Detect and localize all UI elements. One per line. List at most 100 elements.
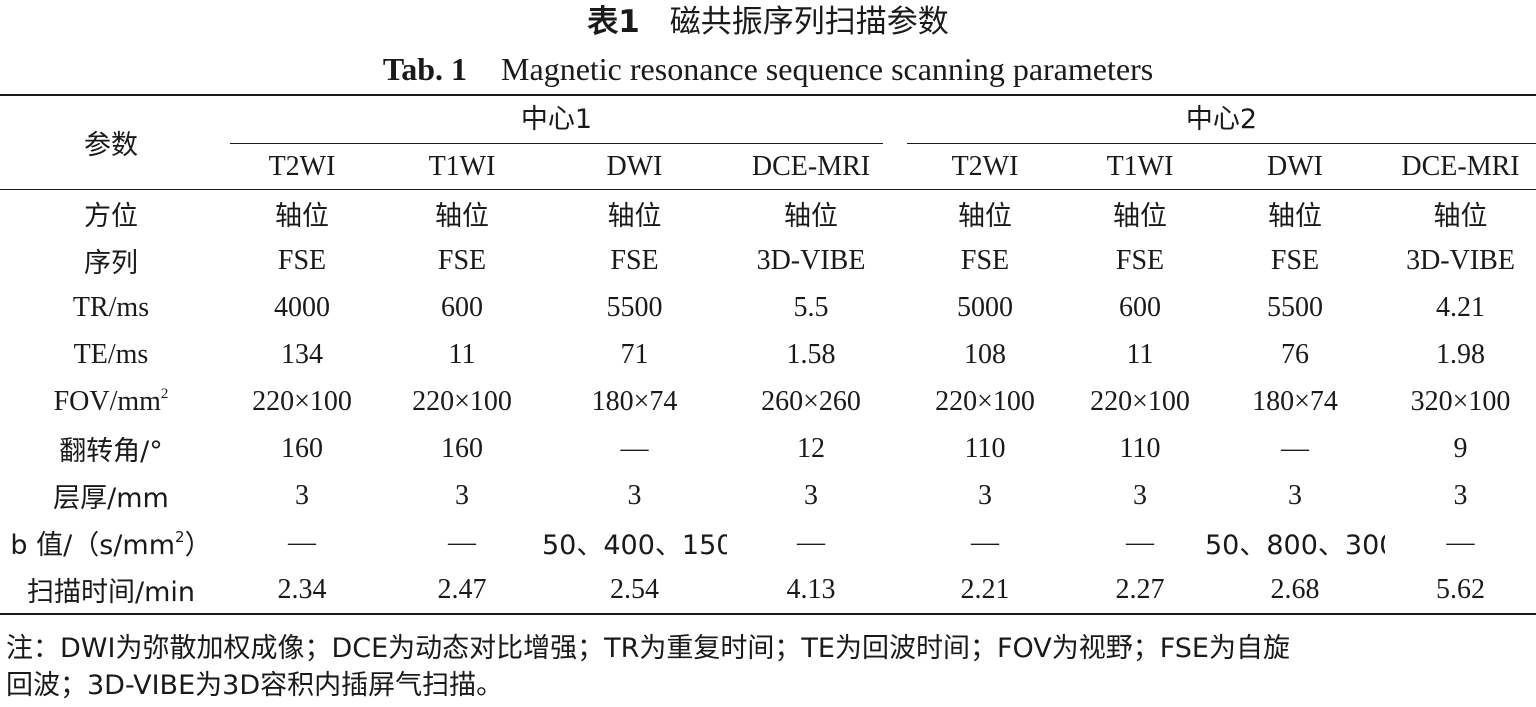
table-title-chinese-text: 磁共振序列扫描参数 (669, 4, 949, 40)
table-cell: FSE (610, 244, 659, 276)
group-header-center-2-label: 中心2 (907, 97, 1536, 144)
table-cell: 71 (620, 338, 649, 370)
table-cell: 轴位 (1113, 201, 1167, 232)
row-label-superscript: 2 (160, 385, 169, 402)
table-cell: 220×100 (1090, 385, 1190, 417)
table-cell: 4.13 (727, 566, 895, 615)
table-cell: 220×100 (252, 385, 352, 417)
table-cell: FSE (277, 244, 327, 276)
row-label: 层厚/mm (53, 483, 169, 514)
table-row: 翻转角/° 160 160 — 12 110 110 — 9 (0, 425, 1536, 472)
table-cell: — (1126, 526, 1154, 558)
row-label-text: FOV/mm (53, 385, 161, 417)
table-cell: 3 (1133, 479, 1147, 511)
table-cell: 160 (441, 432, 483, 464)
table-cell: 110 (1119, 432, 1161, 464)
table-cell: 12 (797, 432, 825, 464)
header-row-groups: 参数 中心1 中心2 (0, 94, 1536, 190)
table-cell: 轴位 (1433, 201, 1488, 232)
column-header: DCE-MRI (727, 144, 895, 190)
column-header: T2WI (222, 144, 382, 190)
row-label-suffix: ） (184, 530, 212, 561)
table-cell: 2.21 (895, 566, 1075, 615)
table-cell: 260×260 (761, 385, 861, 417)
table-row: FOV/mm2 220×100 220×100 180×74 260×260 2… (0, 378, 1536, 425)
table-cell: 600 (441, 291, 483, 323)
column-header: T1WI (382, 144, 542, 190)
table-cell: 76 (1281, 338, 1309, 370)
table-number-chinese: 表1 (587, 4, 640, 40)
table-cell: 4.21 (1436, 291, 1485, 323)
table-row: 序列 FSE FSE FSE 3D-VIBE FSE FSE FSE 3D-VI… (0, 237, 1536, 284)
table-cell: — (971, 526, 999, 558)
table-cell: 134 (281, 338, 323, 370)
table-cell: 轴位 (1268, 201, 1322, 232)
column-header: DWI (542, 144, 727, 190)
table-cell: 4000 (274, 291, 330, 323)
table-cell: 50、800、3000 (1205, 530, 1385, 561)
table-cell: FSE (437, 244, 487, 276)
group-header-center-1: 中心1 (222, 94, 895, 144)
table-cell: 3 (1453, 479, 1468, 511)
row-label: FOV/mm2 (0, 378, 222, 425)
table-cell: 5.5 (793, 291, 829, 323)
table-title-english-text: Magnetic resonance sequence scanning par… (501, 51, 1154, 87)
table-note-line-2: 回波；3D-VIBE为3D容积内插屏气扫描。 (6, 670, 504, 701)
table-row: 层厚/mm 3 3 3 3 3 3 3 3 (0, 472, 1536, 519)
row-label: 方位 (84, 201, 138, 232)
table-row: 方位 轴位 轴位 轴位 轴位 轴位 轴位 轴位 轴位 (0, 190, 1536, 238)
table-cell: — (1446, 526, 1475, 558)
row-label: b 值/（s/mm2） (0, 519, 222, 566)
table-cell: 160 (281, 432, 323, 464)
table-cell: 3 (627, 479, 642, 511)
table-cell: — (797, 526, 825, 558)
table-cell: 5500 (606, 291, 663, 323)
table-row: b 值/（s/mm2） — — 50、400、1500 — — — 50、800… (0, 519, 1536, 566)
table-cell: 3 (295, 479, 309, 511)
row-label: TR/ms (72, 291, 150, 323)
table-cell: 1.98 (1436, 338, 1485, 370)
table-cell: 11 (448, 338, 476, 370)
table-cell: — (620, 432, 649, 464)
table-cell: 3D-VIBE (1406, 244, 1515, 276)
table-cell: 轴位 (275, 201, 329, 232)
table-cell: 轴位 (958, 201, 1012, 232)
column-header: T2WI (895, 144, 1075, 190)
table-cell: 轴位 (784, 201, 838, 232)
table-cell: 轴位 (435, 201, 489, 232)
table-note-line-1: 注：DWI为弥散加权成像；DCE为动态对比增强；TR为重复时间；TE为回波时间；… (6, 633, 1290, 664)
table-row: TE/ms 134 11 71 1.58 108 11 76 1.98 (0, 331, 1536, 378)
table-cell: 2.47 (382, 566, 542, 615)
table-cell: 180×74 (1252, 385, 1338, 417)
table-cell: 600 (1119, 291, 1161, 323)
table-cell: 180×74 (591, 385, 678, 417)
table-cell: 3 (978, 479, 992, 511)
table-cell: 5000 (957, 291, 1013, 323)
row-label-superscript: 2 (175, 528, 185, 546)
table-cell: 110 (964, 432, 1006, 464)
table-cell: — (1281, 432, 1309, 464)
row-label: 序列 (84, 248, 138, 279)
header-row-columns: T2WI T1WI DWI DCE-MRI T2WI T1WI DWI DCE-… (0, 144, 1536, 190)
table-cell: 3D-VIBE (756, 244, 866, 276)
row-label: TE/ms (73, 338, 149, 370)
table-cell: 5.62 (1385, 566, 1536, 615)
table-cell: 220×100 (412, 385, 512, 417)
table-cell: 220×100 (935, 385, 1035, 417)
table-cell: 320×100 (1410, 385, 1511, 417)
parameters-table: 参数 中心1 中心2 T2WI T1WI DWI DCE-MRI T2WI T1… (0, 94, 1536, 615)
group-header-center-1-label: 中心1 (230, 97, 883, 144)
table-cell: 5500 (1267, 291, 1323, 323)
param-header: 参数 (0, 94, 222, 190)
table-title-english: Tab. 1 Magnetic resonance sequence scanni… (0, 46, 1536, 92)
table-cell: FSE (1115, 244, 1165, 276)
table-cell: — (288, 526, 316, 558)
column-header: DCE-MRI (1385, 144, 1536, 190)
table-row: 扫描时间/min 2.34 2.47 2.54 4.13 2.21 2.27 2… (0, 566, 1536, 615)
table-cell: 3 (1288, 479, 1302, 511)
table-cell: FSE (960, 244, 1010, 276)
table-cell: — (448, 526, 476, 558)
row-label: 扫描时间/min (0, 566, 222, 615)
table-cell: FSE (1270, 244, 1320, 276)
table-cell: 108 (964, 338, 1006, 370)
